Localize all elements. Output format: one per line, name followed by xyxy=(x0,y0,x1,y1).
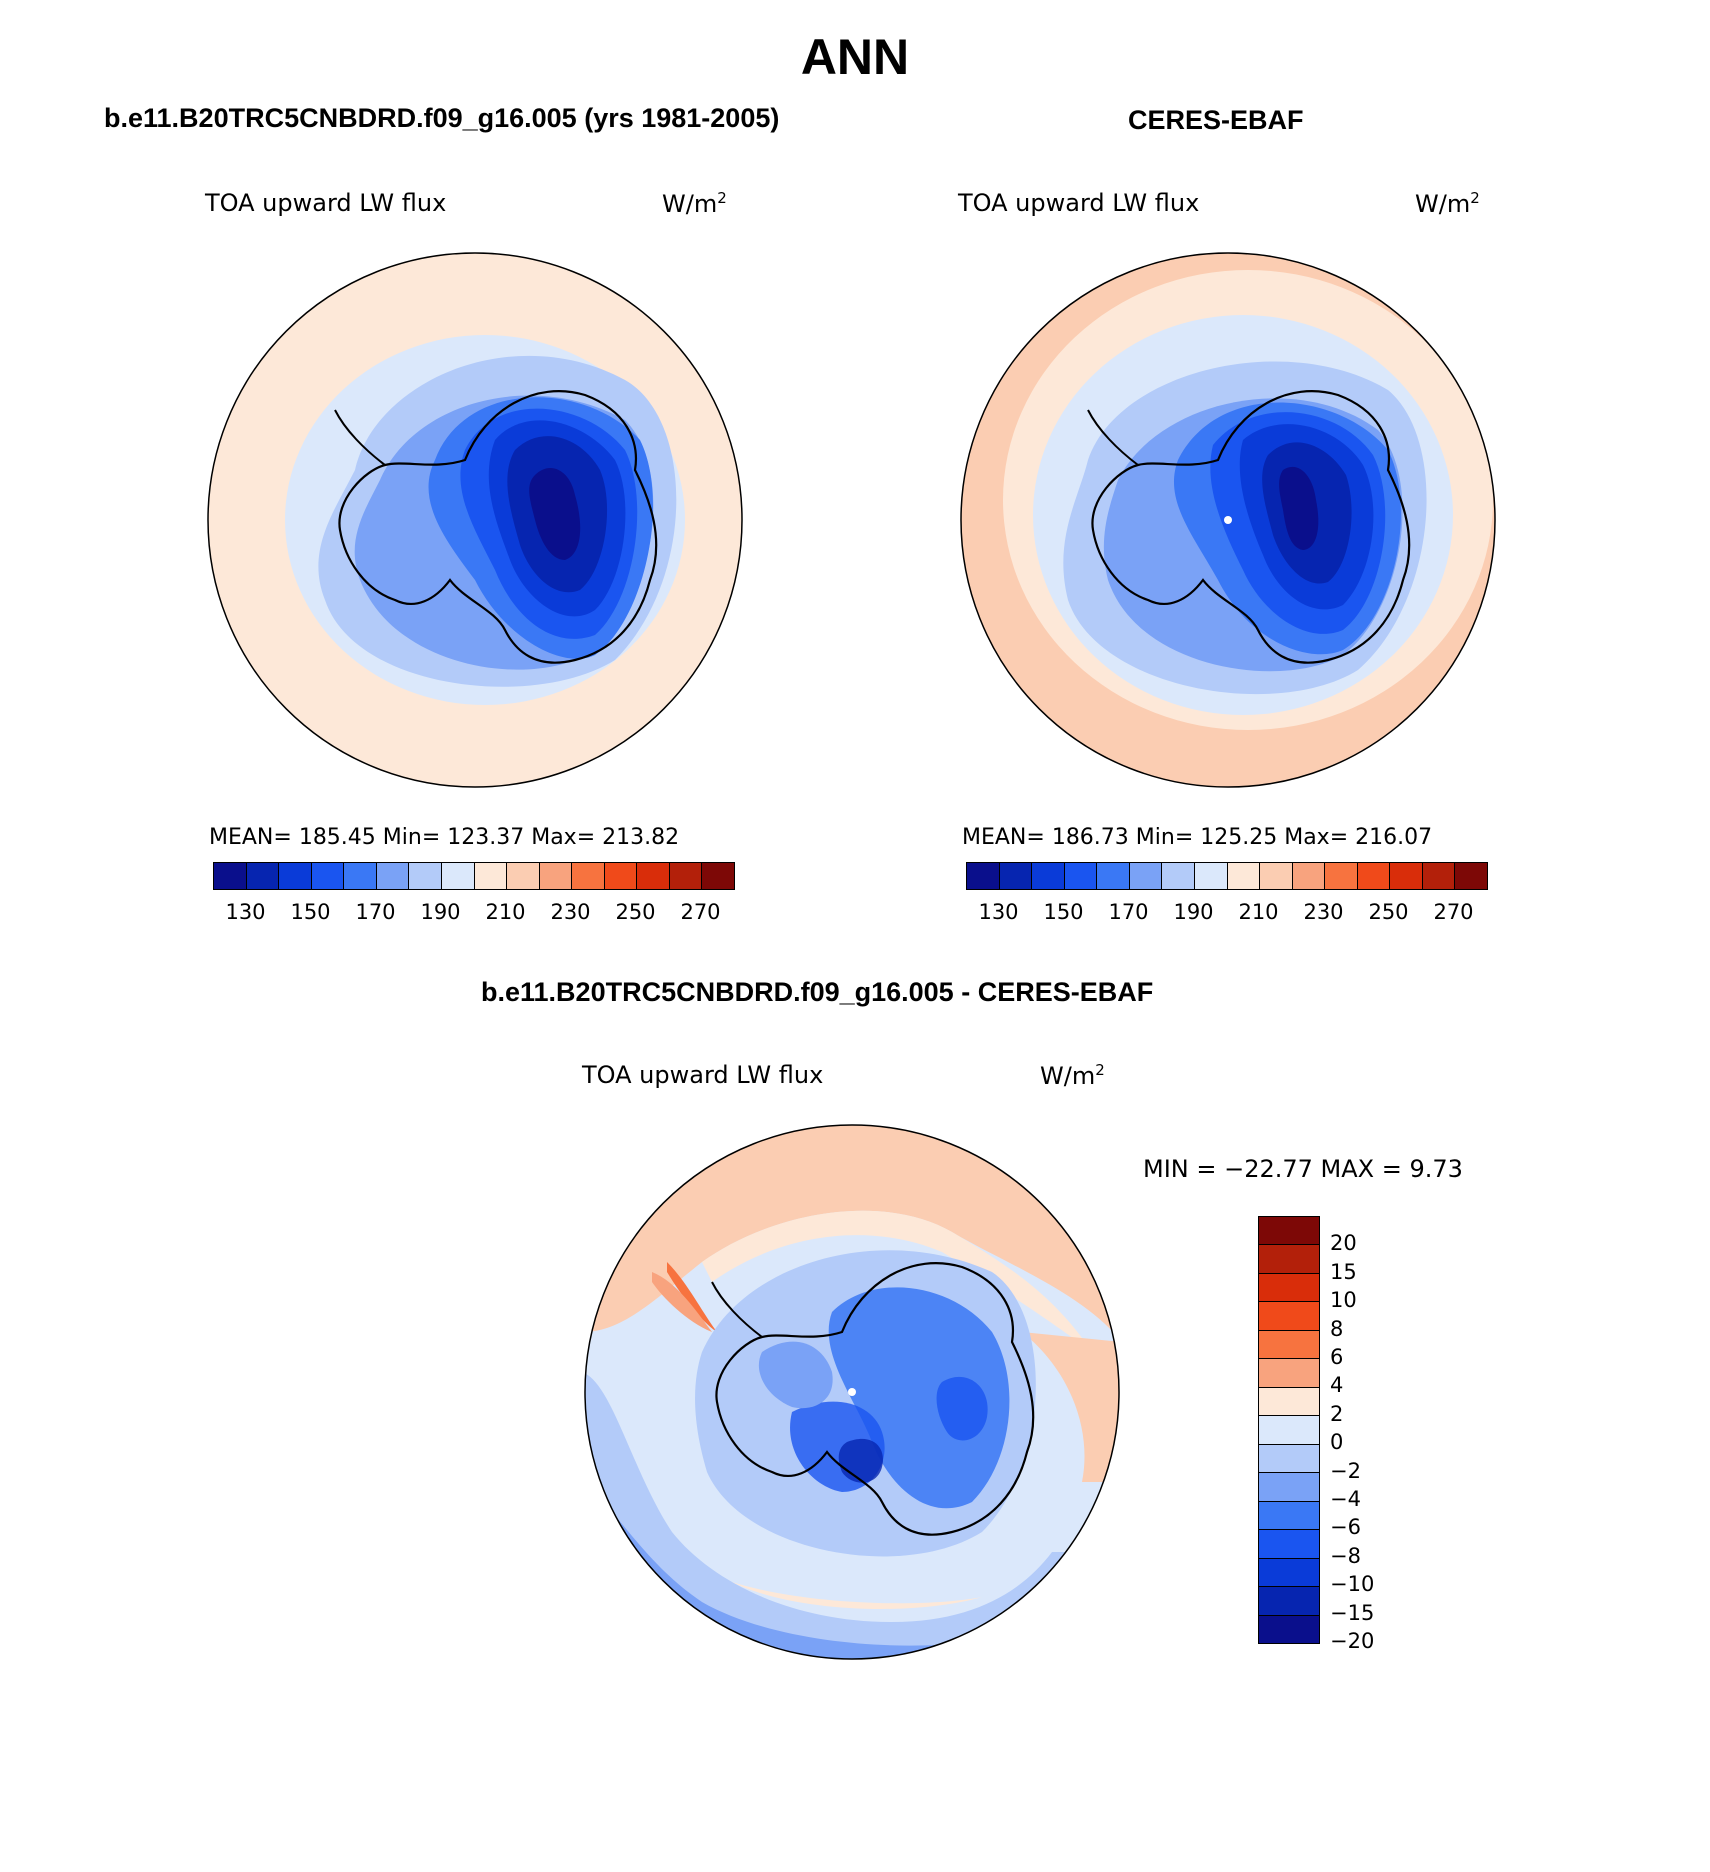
diff-variable-label: TOA upward LW flux xyxy=(582,1061,824,1089)
colorbar-tick-label: 210 xyxy=(1238,900,1279,924)
colorbar-swatch xyxy=(1259,1359,1319,1388)
obs-variable-label: TOA upward LW flux xyxy=(958,189,1200,217)
colorbar-swatch xyxy=(1259,1217,1319,1246)
colorbar-swatch xyxy=(1259,1387,1319,1417)
colorbar-tick-label: 250 xyxy=(615,900,656,924)
colorbar-swatch xyxy=(1259,1558,1319,1588)
colorbar-tick-label: −4 xyxy=(1330,1487,1361,1511)
colorbar-swatch xyxy=(1455,863,1487,889)
colorbar-tick-label: 0 xyxy=(1330,1430,1344,1455)
colorbar-tick-label: 190 xyxy=(1173,900,1214,924)
colorbar-tick-label: 8 xyxy=(1330,1316,1344,1341)
colorbar-swatch xyxy=(999,863,1033,889)
colorbar-tick-label: −20 xyxy=(1330,1629,1375,1653)
colorbar-swatch xyxy=(637,863,670,889)
colorbar-swatch xyxy=(1064,863,1098,889)
colorbar-tick-label: 190 xyxy=(420,900,461,924)
obs-units-label: W/m2 xyxy=(1415,189,1480,218)
colorbar-swatch xyxy=(1390,863,1423,889)
colorbar-swatch xyxy=(539,863,573,889)
colorbar-swatch xyxy=(1422,863,1456,889)
colorbar-swatch xyxy=(967,863,1000,889)
colorbar-tick-label: 230 xyxy=(1303,900,1344,924)
figure-title: ANN xyxy=(800,29,910,85)
diff-polar-map xyxy=(584,1124,1120,1660)
colorbar-tick-label: 170 xyxy=(355,900,396,924)
colorbar-tick-label: −2 xyxy=(1330,1458,1361,1483)
colorbar-swatch xyxy=(441,863,475,889)
model-colorbar xyxy=(213,862,735,890)
colorbar-swatch xyxy=(1162,863,1195,889)
colorbar-tick-label: 130 xyxy=(225,900,266,924)
colorbar-swatch xyxy=(1259,1330,1319,1360)
colorbar-swatch xyxy=(1292,863,1326,889)
colorbar-swatch xyxy=(279,863,312,889)
model-stats: MEAN= 185.45 Min= 123.37 Max= 213.82 xyxy=(209,825,680,850)
colorbar-swatch xyxy=(1259,1444,1319,1474)
colorbar-swatch xyxy=(1259,1530,1319,1559)
colorbar-tick-label: 4 xyxy=(1330,1373,1344,1398)
colorbar-tick-label: 10 xyxy=(1330,1288,1357,1313)
colorbar-swatch xyxy=(1260,863,1293,889)
colorbar-swatch xyxy=(1129,863,1163,889)
obs-stats: MEAN= 186.73 Min= 125.25 Max= 216.07 xyxy=(962,825,1433,850)
colorbar-tick-label: 270 xyxy=(1433,900,1474,924)
colorbar-swatch xyxy=(669,863,703,889)
colorbar-swatch xyxy=(376,863,410,889)
diff-colorbar xyxy=(1258,1216,1320,1644)
colorbar-swatch xyxy=(1227,863,1261,889)
colorbar-tick-label: 230 xyxy=(550,900,591,924)
colorbar-swatch xyxy=(474,863,508,889)
diff-panel-title: b.e11.B20TRC5CNBDRD.f09_g16.005 - CERES-… xyxy=(481,977,1154,1007)
colorbar-tick-label: 2 xyxy=(1330,1401,1344,1426)
colorbar-swatch xyxy=(1259,1501,1319,1531)
colorbar-swatch xyxy=(1097,863,1130,889)
colorbar-swatch xyxy=(344,863,377,889)
colorbar-swatch xyxy=(1259,1615,1319,1644)
obs-colorbar xyxy=(966,862,1488,890)
colorbar-swatch xyxy=(1259,1416,1319,1445)
colorbar-swatch xyxy=(1259,1473,1319,1502)
colorbar-swatch xyxy=(604,863,638,889)
colorbar-swatch xyxy=(1194,863,1228,889)
colorbar-tick-label: 210 xyxy=(485,900,526,924)
colorbar-swatch xyxy=(1325,863,1358,889)
colorbar-swatch xyxy=(409,863,442,889)
model-polar-map xyxy=(207,252,743,788)
colorbar-swatch xyxy=(507,863,540,889)
colorbar-swatch xyxy=(1259,1587,1319,1616)
colorbar-tick-label: 6 xyxy=(1330,1345,1344,1369)
colorbar-tick-label: 170 xyxy=(1108,900,1149,924)
colorbar-tick-label: −15 xyxy=(1330,1600,1375,1625)
colorbar-swatch xyxy=(311,863,345,889)
colorbar-swatch xyxy=(1032,863,1065,889)
colorbar-tick-label: 250 xyxy=(1368,900,1409,924)
obs-panel-title: CERES-EBAF xyxy=(1128,105,1304,135)
colorbar-swatch xyxy=(702,863,734,889)
colorbar-swatch xyxy=(1259,1273,1319,1303)
model-panel-title: b.e11.B20TRC5CNBDRD.f09_g16.005 (yrs 198… xyxy=(104,103,780,133)
colorbar-swatch xyxy=(1259,1245,1319,1274)
colorbar-tick-label: 20 xyxy=(1330,1231,1357,1256)
colorbar-tick-label: 130 xyxy=(978,900,1019,924)
colorbar-swatch xyxy=(572,863,605,889)
model-variable-label: TOA upward LW flux xyxy=(205,189,447,217)
colorbar-swatch xyxy=(1357,863,1391,889)
colorbar-tick-label: −10 xyxy=(1330,1572,1375,1597)
colorbar-swatch xyxy=(214,863,247,889)
colorbar-swatch xyxy=(1259,1302,1319,1331)
obs-polar-map xyxy=(960,252,1496,788)
colorbar-tick-label: −8 xyxy=(1330,1543,1361,1568)
colorbar-tick-label: −6 xyxy=(1330,1515,1361,1540)
diff-units-label: W/m2 xyxy=(1040,1061,1105,1090)
colorbar-tick-label: 270 xyxy=(680,900,721,924)
colorbar-tick-label: 150 xyxy=(1043,900,1084,924)
colorbar-tick-label: 15 xyxy=(1330,1259,1357,1284)
model-units-label: W/m2 xyxy=(662,189,727,218)
diff-minmax: MIN = −22.77 MAX = 9.73 xyxy=(1143,1155,1463,1183)
colorbar-tick-label: 150 xyxy=(290,900,331,924)
colorbar-swatch xyxy=(246,863,280,889)
